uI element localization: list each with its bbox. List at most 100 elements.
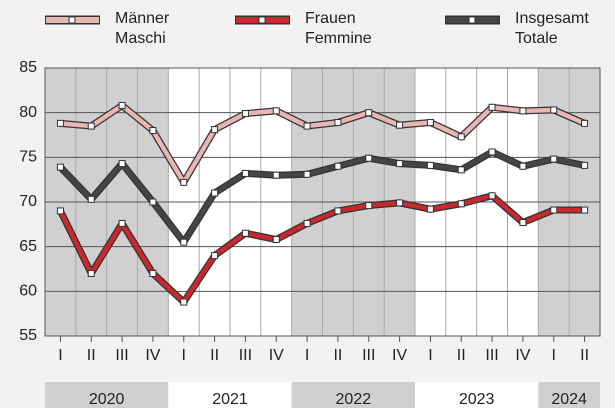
x-tick-label: I xyxy=(428,347,432,364)
point xyxy=(365,154,373,162)
point xyxy=(56,163,64,171)
year-label: 2021 xyxy=(212,391,248,408)
year-band xyxy=(45,382,169,408)
point xyxy=(118,160,126,168)
legend-label: Frauen Femmine xyxy=(305,10,372,47)
point xyxy=(550,155,558,163)
legend-marker xyxy=(68,16,76,24)
y-tick-label: 75 xyxy=(19,149,37,166)
year-label: 2024 xyxy=(551,391,587,408)
legend-marker xyxy=(468,16,476,24)
point xyxy=(56,119,64,127)
year-band xyxy=(291,382,415,408)
point xyxy=(396,199,404,207)
point xyxy=(272,107,280,115)
point xyxy=(180,178,188,186)
x-tick-label: IV xyxy=(145,347,160,364)
point xyxy=(550,106,558,114)
point xyxy=(488,103,496,111)
x-tick-label: IV xyxy=(515,347,530,364)
point xyxy=(519,219,527,227)
x-tick-label: I xyxy=(552,347,556,364)
point xyxy=(149,269,157,277)
series-line xyxy=(58,149,586,245)
point xyxy=(334,162,342,170)
x-tick-label: II xyxy=(333,347,342,364)
point xyxy=(303,170,311,178)
point xyxy=(211,189,219,197)
point xyxy=(550,206,558,214)
point xyxy=(426,118,434,126)
x-tick-label: II xyxy=(87,347,96,364)
point xyxy=(519,107,527,115)
x-tick-label: III xyxy=(485,347,498,364)
point xyxy=(396,160,404,168)
point xyxy=(581,161,589,169)
point xyxy=(303,219,311,227)
point xyxy=(118,219,126,227)
x-tick-label: IV xyxy=(392,347,407,364)
point xyxy=(211,126,219,134)
point xyxy=(488,192,496,200)
x-tick-label: I xyxy=(58,347,62,364)
point xyxy=(87,269,95,277)
point xyxy=(272,171,280,179)
series-line xyxy=(58,193,585,305)
point xyxy=(457,200,465,208)
x-tick-label: II xyxy=(457,347,466,364)
point xyxy=(365,109,373,117)
point xyxy=(581,119,589,127)
point xyxy=(519,162,527,170)
point xyxy=(272,236,280,244)
legend-marker xyxy=(258,16,266,24)
y-tick-label: 85 xyxy=(19,59,37,76)
x-tick-label: I xyxy=(305,347,309,364)
y-tick-label: 60 xyxy=(19,283,37,300)
point xyxy=(87,195,95,203)
point xyxy=(426,205,434,213)
x-tick-label: III xyxy=(362,347,375,364)
point xyxy=(87,122,95,130)
year-band xyxy=(538,382,600,408)
x-tick-label: IV xyxy=(269,347,284,364)
y-tick-label: 80 xyxy=(19,104,37,121)
point xyxy=(396,121,404,129)
x-tick-label: I xyxy=(182,347,186,364)
point xyxy=(488,148,496,156)
point xyxy=(581,206,589,214)
point xyxy=(334,207,342,215)
point xyxy=(211,252,219,260)
point xyxy=(241,229,249,237)
x-tick-label: II xyxy=(210,347,219,364)
point xyxy=(180,238,188,246)
point xyxy=(365,202,373,210)
x-tick-label: III xyxy=(115,347,128,364)
x-tick-label: III xyxy=(239,347,252,364)
series-line xyxy=(60,103,586,185)
point xyxy=(149,127,157,135)
point xyxy=(426,161,434,169)
point xyxy=(180,298,188,306)
x-tick-label: II xyxy=(580,347,589,364)
y-tick-label: 65 xyxy=(19,238,37,255)
y-tick-label: 70 xyxy=(19,193,37,210)
point xyxy=(457,166,465,174)
year-label: 2022 xyxy=(336,391,372,408)
year-label: 2023 xyxy=(459,391,495,408)
point xyxy=(56,207,64,215)
year-band xyxy=(415,382,539,408)
point xyxy=(241,169,249,177)
legend-label: Männer Maschi xyxy=(115,10,170,47)
point xyxy=(118,102,126,110)
y-tick-label: 55 xyxy=(19,327,37,344)
legend-label: Insgesamt Totale xyxy=(515,10,589,47)
point xyxy=(457,133,465,141)
point xyxy=(241,110,249,118)
point xyxy=(334,118,342,126)
point xyxy=(303,122,311,130)
plot-border xyxy=(44,67,601,337)
year-band xyxy=(168,382,292,408)
point xyxy=(149,198,157,206)
